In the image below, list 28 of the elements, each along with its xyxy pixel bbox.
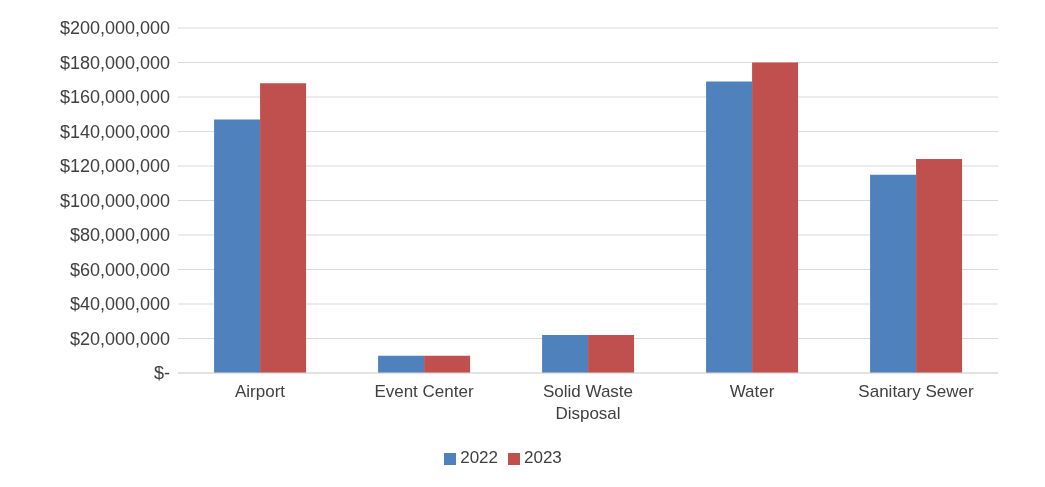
bar	[588, 335, 635, 373]
x-tick-label: Solid Waste Disposal	[542, 382, 634, 423]
y-tick-label: $140,000,000	[59, 121, 170, 142]
x-tick-label: Airport	[234, 382, 286, 401]
y-tick-label: $20,000,000	[69, 328, 170, 349]
y-tick-label: $160,000,000	[59, 87, 170, 108]
y-tick-label: $60,000,000	[69, 259, 170, 280]
bar	[542, 335, 589, 373]
y-tick-label: $200,000,000	[59, 18, 170, 39]
bar	[706, 81, 753, 373]
bar	[424, 355, 471, 373]
x-tick-label: Water	[729, 382, 775, 401]
y-tick-label: $40,000,000	[69, 294, 170, 315]
y-tick-label: $100,000,000	[59, 190, 170, 211]
bar	[378, 355, 425, 373]
bar	[752, 62, 799, 373]
legend-label: 2022	[460, 448, 498, 467]
legend-label: 2023	[524, 448, 562, 467]
y-tick-label: $120,000,000	[59, 156, 170, 177]
bar	[260, 83, 307, 373]
y-tick-label: $180,000,000	[59, 52, 170, 73]
y-tick-label: $80,000,000	[69, 225, 170, 246]
x-tick-label: Event Center	[374, 382, 474, 401]
x-tick-label: Sanitary Sewer	[858, 382, 974, 401]
bar	[916, 159, 963, 373]
bar	[214, 119, 261, 373]
bar	[870, 174, 917, 373]
y-tick-label: $-	[153, 363, 170, 384]
